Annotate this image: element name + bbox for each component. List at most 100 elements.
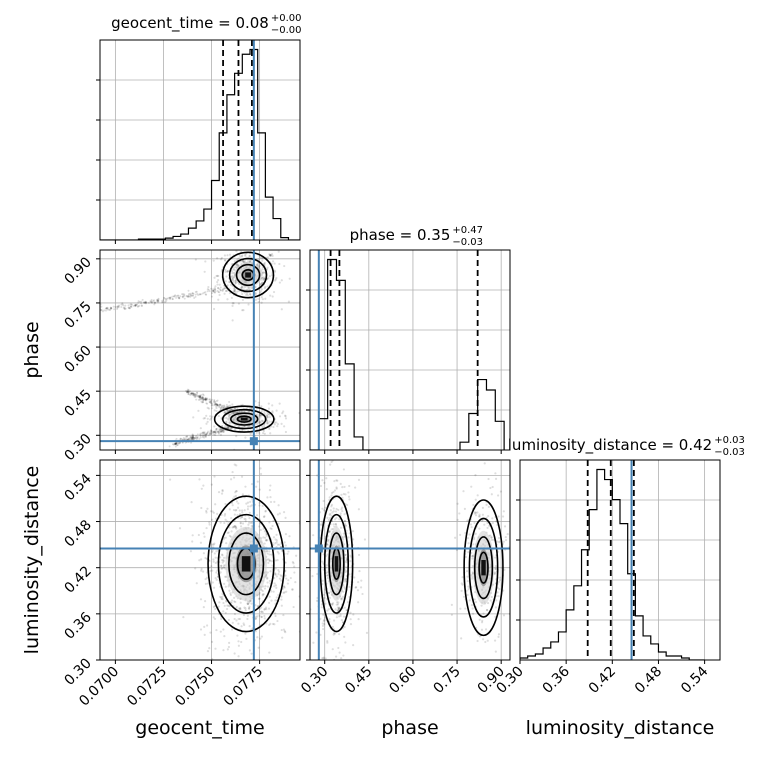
sample-point <box>243 623 246 627</box>
sample-point <box>214 433 217 437</box>
sample-point <box>249 599 252 603</box>
panel-content <box>310 250 505 450</box>
sample-point <box>254 291 257 295</box>
sample-point <box>490 538 494 542</box>
sample-point <box>264 285 267 288</box>
sample-point <box>349 611 352 614</box>
sample-point <box>239 601 242 604</box>
tail-point <box>100 309 103 312</box>
tail-point <box>172 443 175 446</box>
sample-point <box>270 560 273 563</box>
tail-point <box>214 403 217 406</box>
tail-point <box>168 296 171 299</box>
sample-point <box>215 628 218 632</box>
tail-point <box>173 295 176 298</box>
sample-point <box>342 615 346 618</box>
sample-point <box>259 467 262 470</box>
tail-point <box>209 398 212 401</box>
sample-point <box>250 602 253 605</box>
tail-point <box>213 291 216 294</box>
sample-point <box>261 504 264 507</box>
tail-point <box>140 302 143 305</box>
sample-point <box>326 609 329 612</box>
tail-point <box>187 438 190 441</box>
sample-point <box>248 521 251 524</box>
sample-point <box>228 280 231 284</box>
tail-point <box>187 294 190 297</box>
sample-point <box>240 640 243 644</box>
tail-point <box>215 429 218 432</box>
sample-point <box>490 536 493 539</box>
sample-point <box>267 277 270 280</box>
sample-point <box>206 582 210 585</box>
x-tick-label: 0.0750 <box>172 664 218 710</box>
sample-point <box>223 521 226 525</box>
truth-marker <box>249 437 258 446</box>
sample-point <box>273 623 276 626</box>
sample-point <box>261 259 264 262</box>
sample-point <box>342 468 346 471</box>
sample-point <box>266 571 269 574</box>
sample-point <box>277 250 280 253</box>
tail-point <box>218 288 221 291</box>
sample-point <box>271 411 274 414</box>
tail-point <box>205 293 208 296</box>
tail-point <box>203 433 206 436</box>
sample-point <box>230 412 233 416</box>
sample-point <box>233 525 236 528</box>
sample-point <box>209 510 213 513</box>
sample-point <box>348 573 351 576</box>
sample-point <box>274 559 277 562</box>
sample-point <box>273 585 276 588</box>
tail-point <box>205 433 208 436</box>
tail-point <box>153 303 156 306</box>
sample-point <box>288 535 291 538</box>
tail-point <box>183 297 186 300</box>
tail-point <box>214 290 217 293</box>
sample-point <box>329 509 332 512</box>
sample-point <box>197 409 200 412</box>
sample-point <box>237 640 240 643</box>
sample-point <box>334 510 338 513</box>
sample-point <box>337 646 340 650</box>
sample-point <box>243 606 246 609</box>
tail-point <box>215 403 218 406</box>
sample-point <box>330 505 333 508</box>
sample-point <box>235 526 238 529</box>
sample-point <box>213 552 216 555</box>
sample-point <box>246 617 249 621</box>
sample-point <box>241 247 243 249</box>
tail-point <box>106 307 109 310</box>
tail-point <box>221 425 224 428</box>
sample-point <box>319 633 322 636</box>
sample-point <box>276 550 279 553</box>
tail-point <box>190 392 193 395</box>
sample-point <box>263 617 266 620</box>
sample-point <box>213 276 216 279</box>
sample-point <box>281 549 284 552</box>
sample-point <box>263 530 267 533</box>
sample-point <box>280 308 283 311</box>
sample-point <box>233 617 236 621</box>
sample-point <box>259 472 263 476</box>
tail-point <box>218 404 221 407</box>
sample-point <box>263 261 266 265</box>
tail-point <box>217 404 220 407</box>
tail-point <box>189 390 192 393</box>
sample-point <box>250 482 254 486</box>
sample-point <box>225 542 228 545</box>
tail-point <box>190 436 193 439</box>
sample-point <box>244 254 247 257</box>
tail-point <box>178 296 181 299</box>
sample-point <box>269 294 272 297</box>
sample-point <box>234 494 238 497</box>
sample-point <box>217 298 220 301</box>
sample-point <box>337 608 341 611</box>
sample-point <box>245 637 248 640</box>
tail-point <box>220 406 223 409</box>
sample-point <box>268 559 271 562</box>
sample-point <box>476 639 479 643</box>
sample-point <box>275 575 278 578</box>
tail-point <box>179 437 182 440</box>
